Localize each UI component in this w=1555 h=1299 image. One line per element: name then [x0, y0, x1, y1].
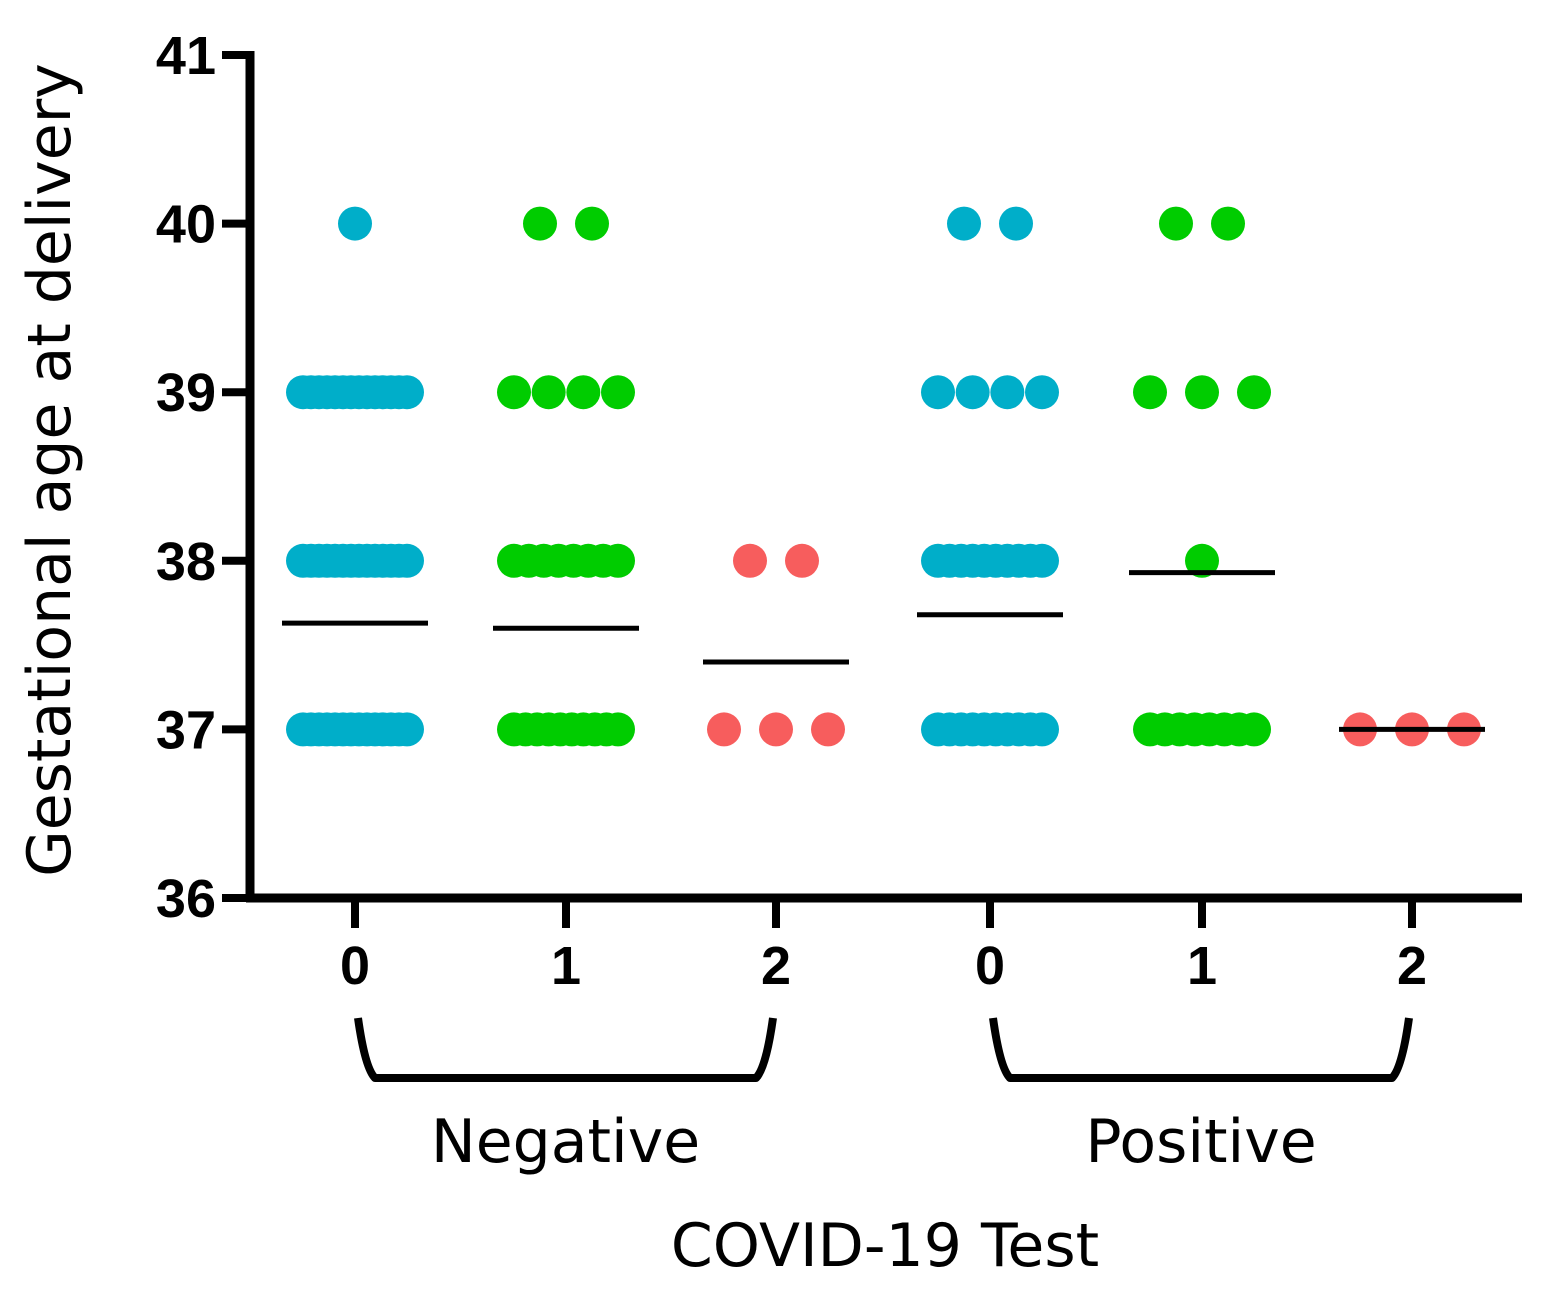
data-point [811, 712, 845, 747]
data-point [1025, 375, 1059, 410]
data-point [390, 543, 424, 578]
data-point [531, 375, 566, 410]
data-point [601, 375, 635, 410]
x-axis-title: COVID-19 Test [671, 1211, 1099, 1281]
data-point [523, 206, 557, 241]
data-point [999, 206, 1033, 241]
data-point [1133, 375, 1167, 410]
data-point [601, 712, 635, 747]
data-point [1025, 712, 1059, 747]
data-point [1237, 375, 1271, 410]
data-point [733, 543, 767, 578]
group-label: Positive [1085, 1107, 1316, 1177]
data-point [338, 206, 372, 241]
y-tick-label: 37 [156, 700, 216, 760]
x-tick-label: 2 [761, 936, 791, 996]
data-point [759, 712, 793, 747]
data-point [497, 375, 531, 410]
y-axis-title: Gestational age at delivery [15, 63, 85, 877]
group-bracket [354, 1017, 777, 1082]
x-tick-label: 1 [551, 936, 581, 996]
y-tick-label: 39 [156, 363, 216, 423]
data-point [601, 543, 635, 578]
x-tick-label: 1 [1187, 936, 1217, 996]
data-point [990, 375, 1025, 410]
group-label: Negative [431, 1107, 700, 1177]
data-point [1211, 206, 1245, 241]
data-point [947, 206, 981, 241]
data-point [566, 375, 601, 410]
data-point [1025, 543, 1059, 578]
x-tick-label: 0 [340, 936, 370, 996]
data-point [955, 375, 990, 410]
x-axis: 0 1 2 0 1 2 [246, 893, 1522, 996]
y-tick-label: 41 [156, 26, 216, 86]
group-brackets: Negative Positive [354, 1017, 1413, 1177]
data-point [1185, 375, 1219, 410]
data-point [1237, 712, 1271, 747]
data-point [707, 712, 741, 747]
y-tick-label: 36 [156, 869, 216, 929]
data-point [575, 206, 609, 241]
mean-lines [282, 570, 1485, 732]
data-point [1185, 543, 1219, 578]
group-bracket [989, 1017, 1413, 1082]
data-point [1159, 206, 1193, 241]
y-tick-label: 38 [156, 532, 216, 592]
data-points [286, 206, 1481, 747]
data-point [921, 375, 955, 410]
data-point [390, 712, 424, 747]
y-tick-label: 40 [156, 195, 216, 255]
data-point [785, 543, 819, 578]
y-axis: 36 37 38 39 40 41 [156, 26, 255, 929]
x-tick-label: 2 [1397, 936, 1427, 996]
x-tick-label: 0 [975, 936, 1005, 996]
data-point [390, 375, 424, 410]
